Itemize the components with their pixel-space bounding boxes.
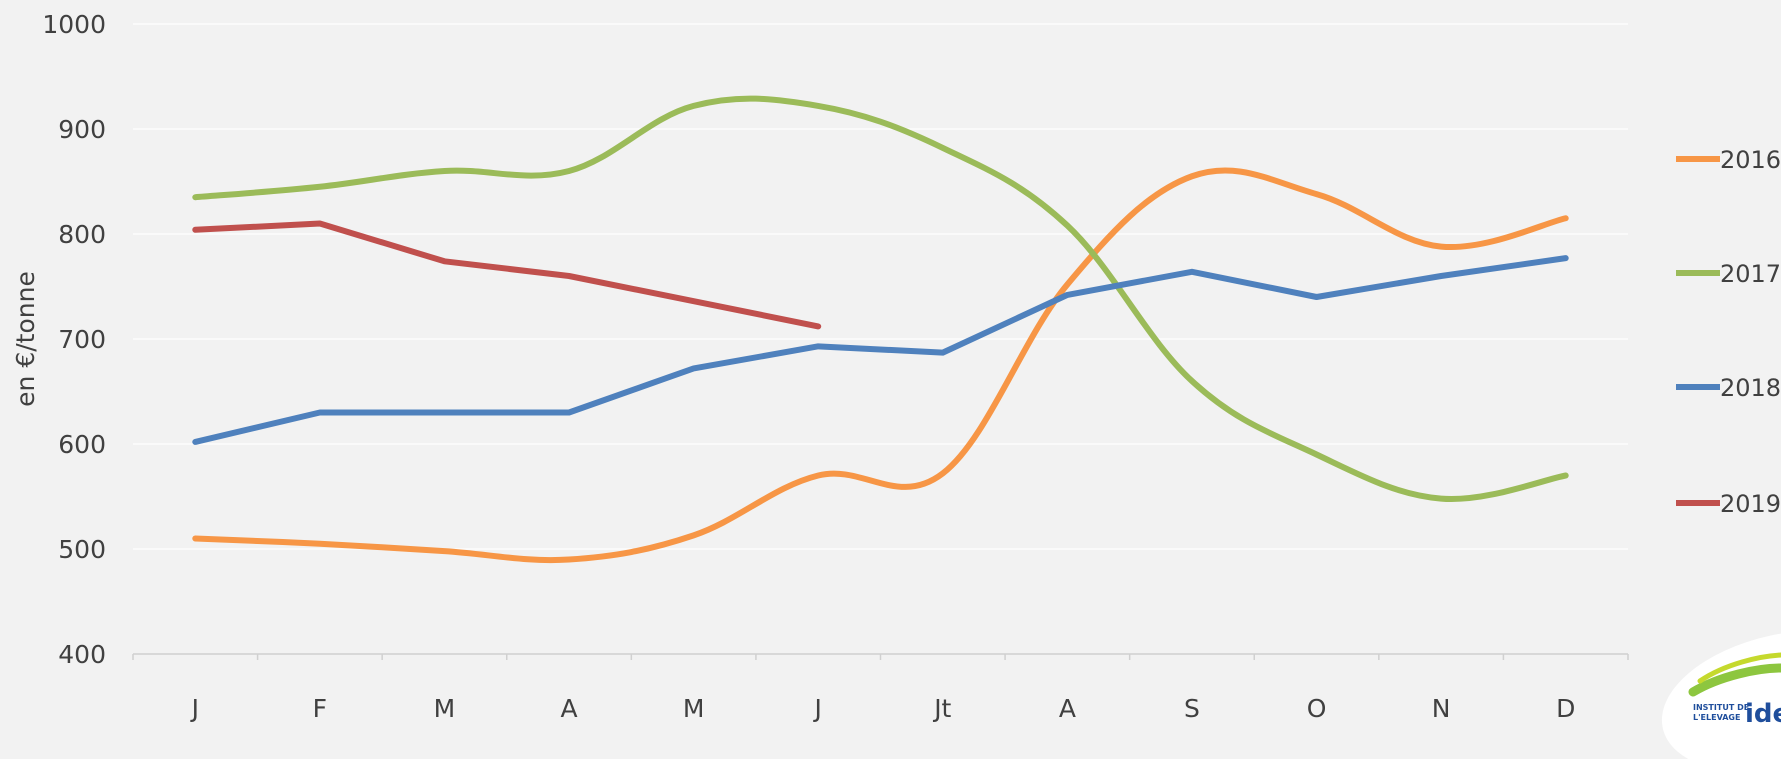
x-tick-label: M [683,694,705,723]
x-tick-label: O [1307,694,1327,723]
y-tick-label: 600 [58,430,106,459]
x-tick-label: A [1059,694,1076,723]
legend: 2016 2017 2018 2019 [1676,146,1781,518]
x-tick-label: Jt [932,694,951,723]
legend-label-2019: 2019 [1720,490,1781,518]
legend-label-2017: 2017 [1720,260,1781,288]
x-tick-label: J [813,694,822,723]
x-tick-label: J [190,694,199,723]
legend-label-2018: 2018 [1720,374,1781,402]
x-tick-label: F [313,694,327,723]
logo-line1: INSTITUT DE [1693,703,1749,712]
y-axis-title: en €/tonne [11,271,40,407]
y-tick-label: 500 [58,535,106,564]
y-tick-label: 1000 [42,10,106,39]
series-layer [192,95,1569,564]
series-line-2017 [192,95,1569,503]
idele-logo: INSTITUT DE L'ELEVAGE idele [1661,630,1781,759]
y-tick-label: 700 [58,325,106,354]
x-tick-label: D [1556,694,1575,723]
x-tick-label: N [1432,694,1451,723]
legend-label-2016: 2016 [1720,146,1781,174]
x-tick-label: M [434,694,456,723]
x-tick-label: S [1184,694,1200,723]
logo-line2: L'ELEVAGE [1693,713,1740,722]
series-line-2018 [192,255,1569,445]
axis-layer: 400 500 600 700 800 900 1000 J F M A M J Jt A S O N Den €/… [11,10,1629,723]
series-line-2019 [192,220,822,330]
y-tick-label: 800 [58,220,106,249]
logo-brand: idele [1745,699,1781,729]
series-line-2016 [192,167,1569,564]
y-tick-label: 400 [58,640,106,669]
y-tick-label: 900 [58,115,106,144]
x-tick-label: A [560,694,577,723]
